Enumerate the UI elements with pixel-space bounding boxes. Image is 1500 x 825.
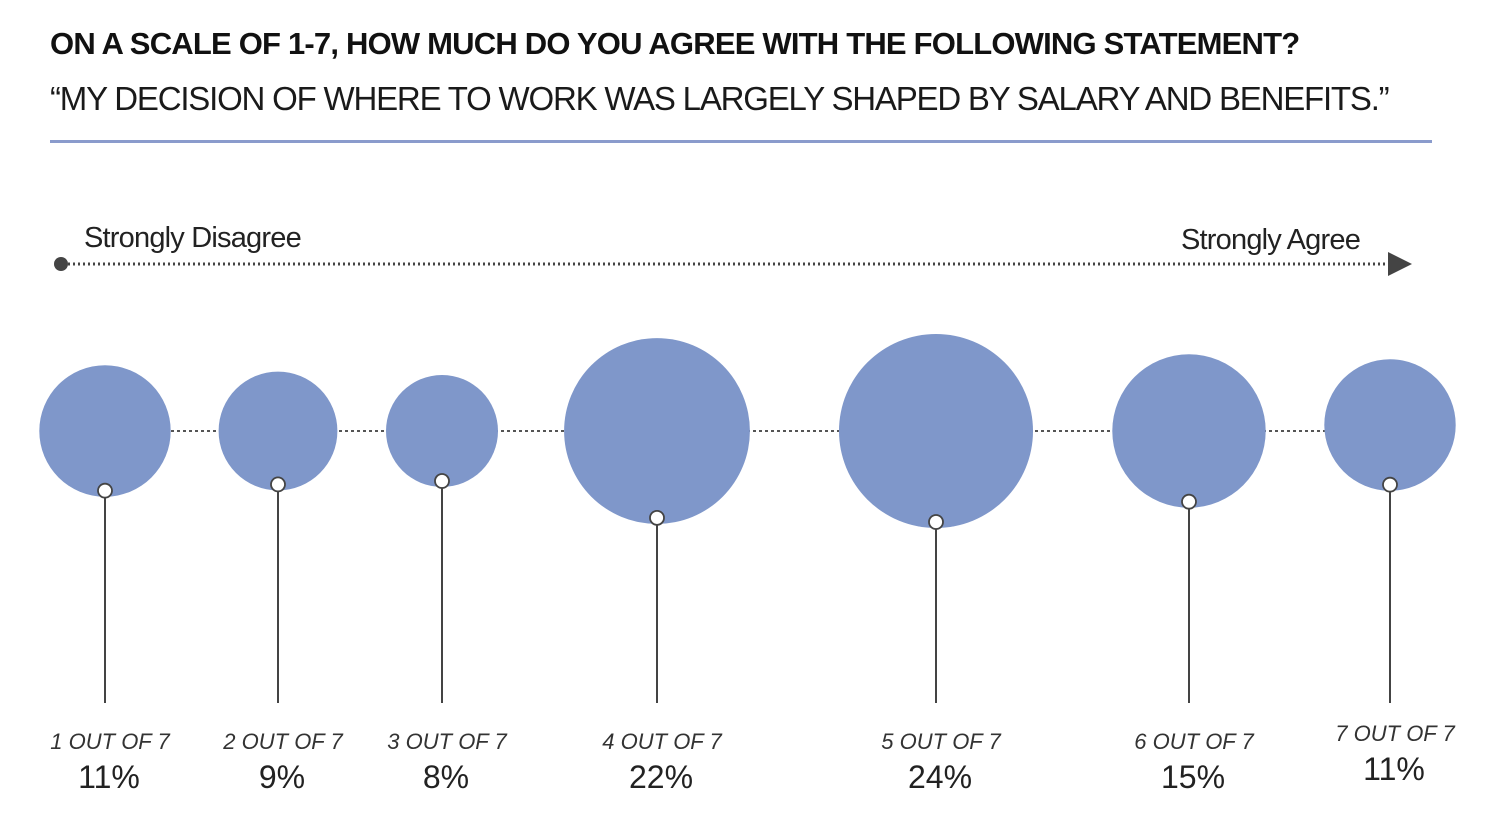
bubble-anchor-ring-1 (97, 482, 113, 499)
category-label-5: 5 OUT OF 7 (881, 729, 1001, 754)
bubble-4 (564, 338, 750, 524)
bubble-anchor-ring-3 (434, 473, 450, 489)
bubble-anchor-ring-5 (928, 514, 944, 530)
value-label-6: 15% (1161, 759, 1225, 795)
category-label-7: 7 OUT OF 7 (1335, 721, 1455, 746)
value-label-3: 8% (423, 759, 469, 795)
value-label-2: 9% (259, 759, 305, 795)
bubble-7 (1324, 359, 1456, 491)
scale-label-strongly-disagree: Strongly Disagree (84, 222, 302, 254)
bubble-3 (386, 375, 498, 487)
bubble-anchor-ring-7 (1382, 476, 1398, 493)
header-divider (50, 140, 1432, 143)
bubble-anchor-ring-6 (1181, 493, 1197, 510)
category-label-1: 1 OUT OF 7 (50, 729, 170, 754)
bubble-stems (97, 473, 1398, 703)
value-label-4: 22% (629, 759, 693, 795)
value-label-5: 24% (908, 759, 972, 795)
chart-subtitle: “MY DECISION OF WHERE TO WORK WAS LARGEL… (50, 80, 1390, 117)
agreement-scale-arrow (54, 252, 1412, 276)
scale-arrowhead-icon (1388, 252, 1412, 276)
value-label-7: 11% (1363, 751, 1425, 787)
category-label-3: 3 OUT OF 7 (387, 729, 507, 754)
bubble-1 (39, 365, 171, 497)
value-label-1: 11% (78, 759, 140, 795)
bubble-6 (1112, 354, 1266, 508)
category-label-4: 4 OUT OF 7 (602, 729, 722, 754)
category-label-2: 2 OUT OF 7 (222, 729, 343, 754)
bubble-5 (839, 334, 1033, 528)
scale-start-dot (54, 257, 68, 271)
bubble-labels: 1 OUT OF 7 11% 2 OUT OF 7 9% 3 OUT OF 7 8% 4 O… (50, 721, 1455, 795)
category-label-6: 6 OUT OF 7 (1134, 729, 1254, 754)
bubble-series (39, 334, 1456, 528)
bubble-2 (218, 371, 338, 491)
bubble-anchor-ring-2 (270, 476, 286, 493)
chart-title: ON A SCALE OF 1-7, HOW MUCH DO YOU AGREE… (50, 26, 1300, 61)
scale-label-strongly-agree: Strongly Agree (1181, 224, 1361, 256)
bubble-anchor-ring-4 (649, 509, 665, 526)
